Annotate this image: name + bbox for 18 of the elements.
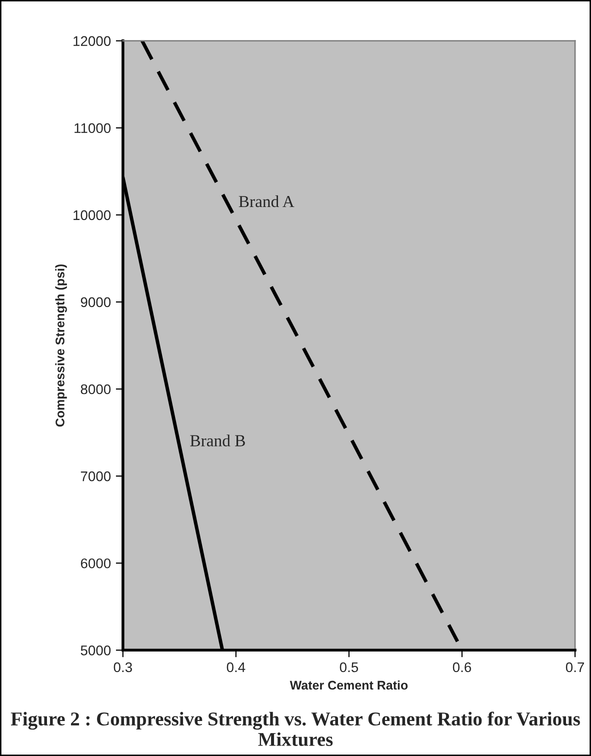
series-label: Brand A bbox=[238, 195, 294, 208]
x-axis-title: Water Cement Ratio bbox=[290, 680, 408, 690]
x-tick-label: 0.4 bbox=[226, 662, 246, 672]
series-label: Brand B bbox=[190, 434, 245, 446]
x-tick-label: 0.7 bbox=[566, 662, 584, 672]
y-tick-label: 6000 bbox=[80, 558, 111, 568]
caption: Figure 2 : Compressive Strength vs. Water Cement Ratio for Various Mixtures bbox=[10, 712, 580, 746]
y-axis-title: Compressive Strength (psi) bbox=[55, 264, 67, 427]
y-tick-label: 12000 bbox=[74, 36, 111, 46]
y-tick-label: 10000 bbox=[74, 210, 111, 220]
x-tick-label: 0.3 bbox=[114, 662, 132, 672]
y-tick-label: 11000 bbox=[74, 123, 111, 134]
y-tick-label: 7000 bbox=[80, 471, 111, 482]
y-tick-label: 5000 bbox=[80, 645, 111, 656]
y-tick-label: 8000 bbox=[80, 384, 111, 394]
x-tick-label: 0.5 bbox=[340, 662, 358, 672]
x-tick-label: 0.6 bbox=[452, 662, 472, 672]
y-tick-label: 9000 bbox=[80, 297, 111, 308]
